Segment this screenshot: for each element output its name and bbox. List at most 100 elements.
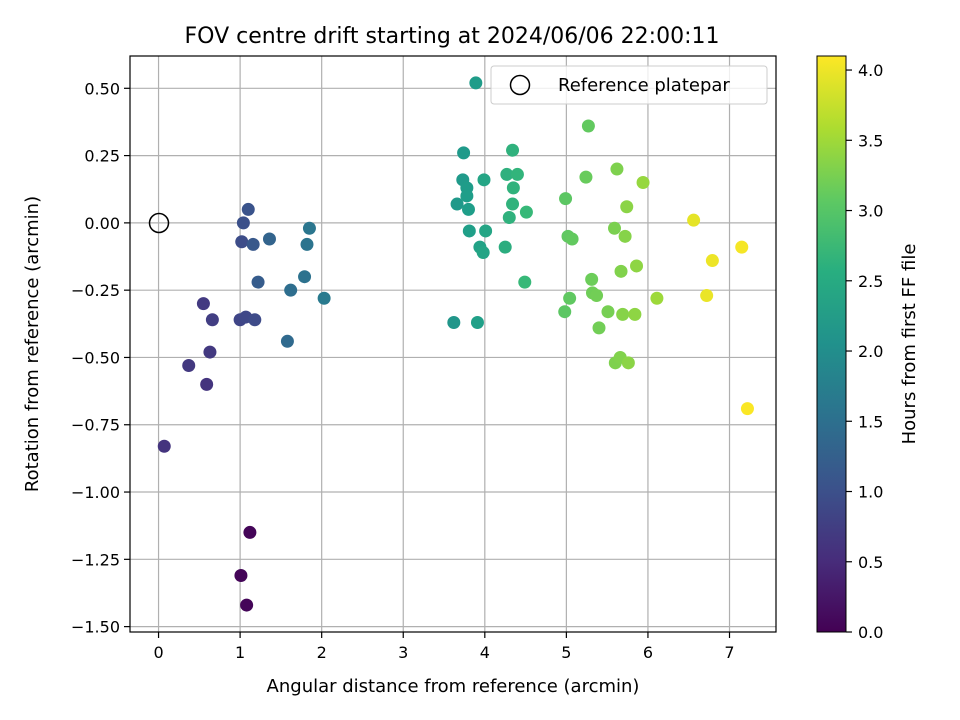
data-point xyxy=(687,213,701,227)
data-point xyxy=(302,221,316,235)
data-point xyxy=(565,232,579,246)
x-axis-ticks: 0 1 2 3 4 5 6 7 xyxy=(153,632,735,662)
data-point xyxy=(705,254,719,268)
data-point xyxy=(300,237,314,251)
data-point xyxy=(510,167,524,181)
data-point xyxy=(636,176,650,190)
y-tick-label: 0.25 xyxy=(84,147,120,166)
data-point xyxy=(590,289,604,303)
data-point xyxy=(461,202,475,216)
data-point xyxy=(700,289,714,303)
data-point xyxy=(317,291,331,305)
x-axis-label: Angular distance from reference (arcmin) xyxy=(267,676,640,697)
data-point xyxy=(628,307,642,321)
data-point xyxy=(205,313,219,327)
x-tick-label: 7 xyxy=(724,643,734,662)
data-point xyxy=(740,402,754,416)
x-tick-label: 6 xyxy=(643,643,653,662)
data-point xyxy=(236,216,250,230)
data-point xyxy=(248,313,262,327)
data-point xyxy=(457,146,471,160)
x-tick-label: 4 xyxy=(480,643,490,662)
data-point xyxy=(479,224,493,238)
legend-box xyxy=(490,65,768,105)
x-tick-label: 3 xyxy=(398,643,408,662)
data-point xyxy=(476,245,490,259)
x-tick-label: 5 xyxy=(561,643,571,662)
y-tick-label: 0.00 xyxy=(84,214,120,233)
y-tick-label: −1.50 xyxy=(71,618,120,637)
legend-reference-marker xyxy=(509,74,531,96)
data-point xyxy=(585,272,599,286)
data-point xyxy=(592,321,606,335)
plot-frame xyxy=(129,55,777,633)
y-tick-label: −0.50 xyxy=(71,348,120,367)
data-point xyxy=(581,119,595,133)
colorbar-tick-label: 3.0 xyxy=(858,202,883,221)
data-point xyxy=(469,76,483,90)
data-point xyxy=(500,167,514,181)
data-point xyxy=(462,224,476,238)
data-point xyxy=(506,181,520,195)
y-tick-label: −1.25 xyxy=(71,550,120,569)
data-points xyxy=(157,76,754,612)
data-point xyxy=(280,334,294,348)
data-point xyxy=(608,221,621,235)
data-point xyxy=(234,568,248,582)
data-point xyxy=(196,297,210,311)
data-point xyxy=(614,264,628,278)
data-point xyxy=(157,439,171,453)
data-point xyxy=(650,291,664,305)
y-axis-label: Rotation from reference (arcmin) xyxy=(22,196,43,492)
colorbar-label: Hours from first FF file xyxy=(899,244,920,445)
y-tick-label: 0.50 xyxy=(84,79,120,98)
data-point xyxy=(251,275,265,289)
x-tick-label: 1 xyxy=(235,643,245,662)
data-point xyxy=(502,210,516,224)
colorbar-tick-label: 0.5 xyxy=(858,553,883,572)
data-point xyxy=(460,189,474,203)
data-point xyxy=(235,235,249,249)
data-point xyxy=(450,197,464,211)
data-point xyxy=(559,192,573,206)
data-point xyxy=(610,162,624,176)
data-point xyxy=(241,202,255,216)
legend: Reference platepar xyxy=(490,65,768,105)
data-point xyxy=(579,170,593,184)
y-tick-label: −0.75 xyxy=(71,416,120,435)
data-point xyxy=(246,237,260,251)
y-tick-label: −0.25 xyxy=(71,281,120,300)
data-point xyxy=(447,315,461,329)
data-point xyxy=(262,232,276,246)
data-point xyxy=(616,307,630,321)
y-tick-label: −1.00 xyxy=(71,483,120,502)
data-point xyxy=(563,291,577,305)
data-point xyxy=(182,359,196,373)
data-point xyxy=(620,200,634,214)
data-point xyxy=(203,345,217,359)
data-point xyxy=(470,315,484,329)
colorbar-tick-label: 3.5 xyxy=(858,131,883,150)
data-point xyxy=(630,259,644,273)
colorbar-tick-label: 1.0 xyxy=(858,483,883,502)
y-axis-ticks: 0.50 0.25 0.00 −0.25 −0.50 −0.75 −1.00 −1.25 −1.… xyxy=(71,79,130,637)
reference-platepar-marker xyxy=(148,212,170,234)
data-point xyxy=(558,305,572,319)
data-point xyxy=(518,275,532,289)
legend-entry-label: Reference platepar xyxy=(558,75,730,96)
data-point xyxy=(243,525,257,539)
data-point xyxy=(506,197,520,211)
data-point xyxy=(601,305,615,319)
data-point xyxy=(298,270,312,284)
data-point xyxy=(621,356,635,370)
data-point xyxy=(240,598,254,612)
colorbar-tick-label: 0.0 xyxy=(858,623,883,642)
colorbar-tick-label: 4.0 xyxy=(858,61,883,80)
colorbar-tick-label: 2.0 xyxy=(858,342,883,361)
data-point xyxy=(477,173,491,187)
x-tick-label: 2 xyxy=(317,643,327,662)
data-point xyxy=(498,240,512,254)
colorbar-tick-label: 2.5 xyxy=(858,272,883,291)
data-point xyxy=(618,229,632,243)
